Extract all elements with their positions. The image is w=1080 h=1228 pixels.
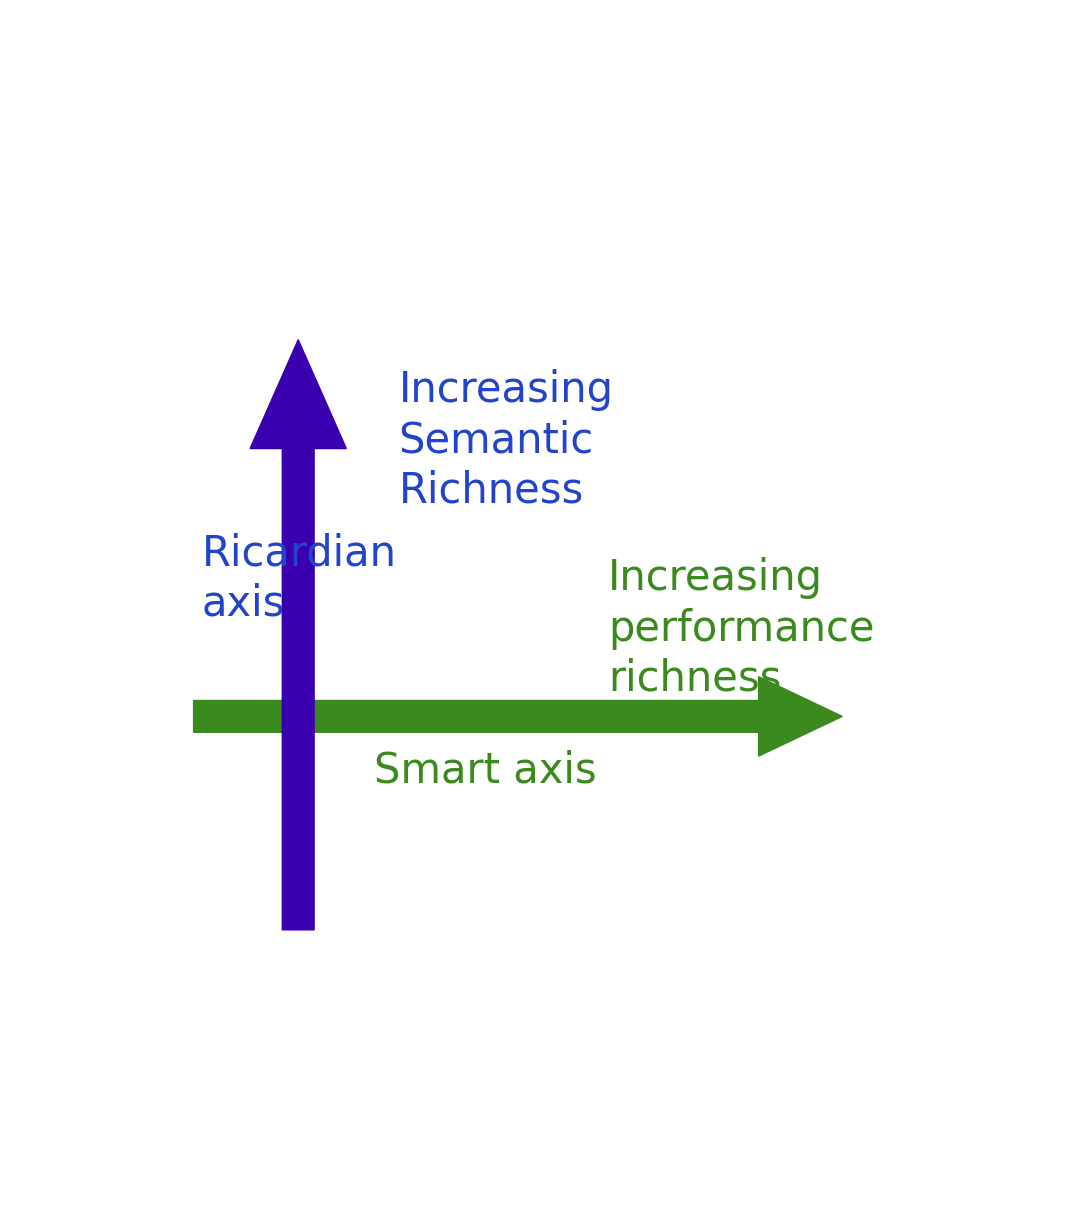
FancyArrow shape bbox=[251, 340, 347, 930]
FancyArrow shape bbox=[193, 677, 842, 756]
Text: Increasing
Semantic
Richness: Increasing Semantic Richness bbox=[399, 370, 613, 512]
Text: Smart axis: Smart axis bbox=[374, 750, 596, 792]
Text: Ricardian
axis: Ricardian axis bbox=[202, 532, 397, 625]
Text: Increasing
performance
richness: Increasing performance richness bbox=[608, 558, 875, 700]
